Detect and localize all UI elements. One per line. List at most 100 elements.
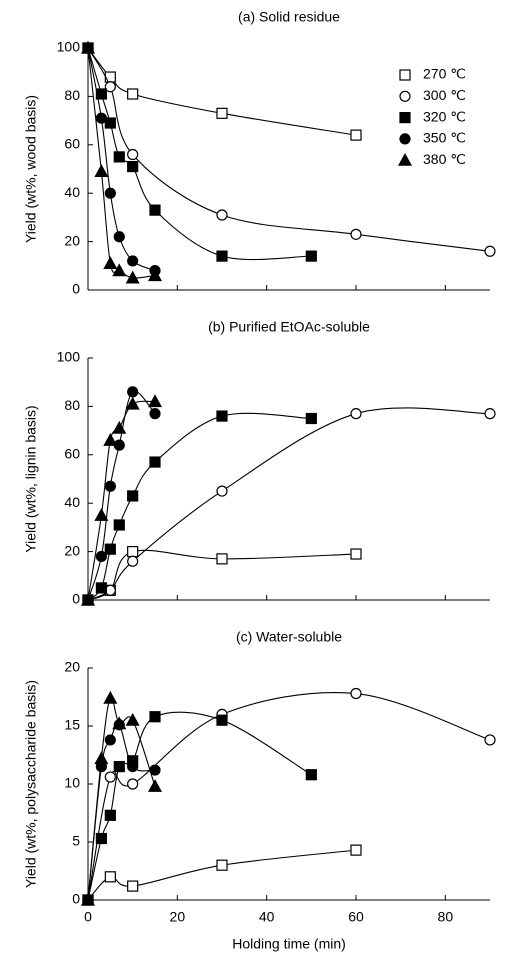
marker bbox=[350, 548, 362, 560]
marker bbox=[104, 543, 116, 555]
marker bbox=[350, 687, 362, 700]
y-tick-label: 80 bbox=[64, 397, 80, 413]
marker bbox=[104, 871, 116, 883]
y-axis-label: Yield (wt%, lignin basis) bbox=[23, 405, 39, 552]
marker bbox=[113, 519, 125, 531]
marker bbox=[127, 880, 139, 892]
marker bbox=[95, 832, 108, 845]
marker bbox=[94, 751, 109, 765]
marker bbox=[484, 245, 496, 257]
marker bbox=[80, 40, 96, 54]
y-tick-label: 60 bbox=[64, 446, 80, 462]
fit-curve bbox=[87, 407, 491, 601]
marker bbox=[305, 250, 317, 262]
legend-label: 350 ℃ bbox=[423, 130, 466, 146]
marker bbox=[104, 187, 116, 199]
y-tick-label: 20 bbox=[64, 659, 80, 675]
marker bbox=[350, 408, 362, 420]
marker bbox=[350, 129, 362, 141]
marker bbox=[95, 550, 108, 563]
marker bbox=[95, 112, 108, 124]
marker bbox=[104, 809, 116, 821]
panel-title: (a) Solid residue bbox=[238, 9, 340, 25]
marker bbox=[484, 734, 496, 746]
x-axis-label: Holding time (min) bbox=[232, 936, 346, 952]
marker bbox=[112, 420, 127, 434]
marker bbox=[305, 412, 317, 425]
x-tick-label: 0 bbox=[84, 909, 92, 925]
marker bbox=[216, 410, 228, 422]
marker bbox=[103, 433, 118, 446]
marker bbox=[149, 711, 161, 723]
marker bbox=[125, 396, 140, 410]
marker bbox=[125, 712, 140, 726]
marker bbox=[112, 716, 127, 730]
x-tick-label: 20 bbox=[170, 909, 186, 925]
marker bbox=[216, 250, 228, 262]
marker bbox=[94, 164, 109, 178]
legend-label: 380 ℃ bbox=[423, 151, 466, 167]
y-tick-label: 15 bbox=[64, 717, 80, 733]
y-tick-label: 20 bbox=[64, 542, 80, 558]
marker bbox=[216, 209, 228, 221]
marker bbox=[127, 160, 139, 173]
marker bbox=[104, 734, 116, 746]
marker bbox=[94, 508, 109, 521]
y-tick-label: 20 bbox=[64, 232, 80, 248]
marker bbox=[216, 485, 228, 497]
marker bbox=[127, 148, 139, 161]
marker bbox=[113, 231, 125, 243]
marker bbox=[127, 255, 139, 267]
legend-marker bbox=[399, 90, 411, 102]
fit-curve bbox=[87, 691, 491, 901]
fit-curve bbox=[87, 849, 357, 901]
marker bbox=[216, 859, 228, 871]
y-tick-label: 0 bbox=[72, 891, 80, 907]
y-tick-label: 60 bbox=[64, 136, 80, 152]
panel-title: (c) Water-soluble bbox=[236, 629, 342, 645]
marker bbox=[216, 107, 228, 119]
fit-curve bbox=[87, 711, 312, 901]
y-tick-label: 80 bbox=[64, 87, 80, 103]
marker bbox=[127, 386, 139, 398]
marker bbox=[125, 270, 140, 284]
marker bbox=[80, 592, 96, 606]
marker bbox=[95, 582, 108, 594]
marker bbox=[104, 480, 116, 492]
x-tick-label: 40 bbox=[259, 909, 275, 925]
y-axis-label: Yield (wt%, wood basis) bbox=[23, 95, 39, 243]
legend-label: 320 ℃ bbox=[423, 108, 466, 124]
marker bbox=[147, 779, 163, 792]
panel-title: (b) Purified EtOAc-soluble bbox=[208, 319, 370, 335]
marker bbox=[149, 408, 161, 420]
y-tick-label: 40 bbox=[64, 494, 80, 510]
legend-marker bbox=[397, 152, 413, 166]
marker bbox=[149, 204, 161, 216]
marker bbox=[484, 408, 496, 420]
marker bbox=[95, 88, 108, 100]
y-tick-label: 0 bbox=[72, 591, 80, 607]
legend-label: 270 ℃ bbox=[423, 66, 466, 82]
marker bbox=[216, 553, 228, 565]
marker bbox=[80, 892, 96, 906]
marker bbox=[350, 228, 362, 240]
marker bbox=[104, 71, 116, 83]
y-tick-label: 100 bbox=[57, 39, 81, 55]
x-tick-label: 60 bbox=[348, 909, 364, 925]
y-tick-label: 100 bbox=[57, 349, 81, 365]
marker bbox=[127, 778, 139, 790]
legend-marker bbox=[399, 111, 411, 124]
y-tick-label: 5 bbox=[72, 833, 80, 849]
marker bbox=[127, 760, 139, 773]
marker bbox=[103, 690, 118, 704]
legend-label: 300 ℃ bbox=[423, 87, 466, 103]
marker bbox=[104, 81, 116, 93]
marker bbox=[350, 844, 362, 856]
marker bbox=[216, 714, 228, 726]
marker bbox=[127, 490, 139, 502]
x-tick-label: 80 bbox=[438, 909, 454, 925]
marker bbox=[112, 263, 127, 277]
y-tick-label: 40 bbox=[64, 184, 80, 200]
marker bbox=[113, 151, 125, 163]
